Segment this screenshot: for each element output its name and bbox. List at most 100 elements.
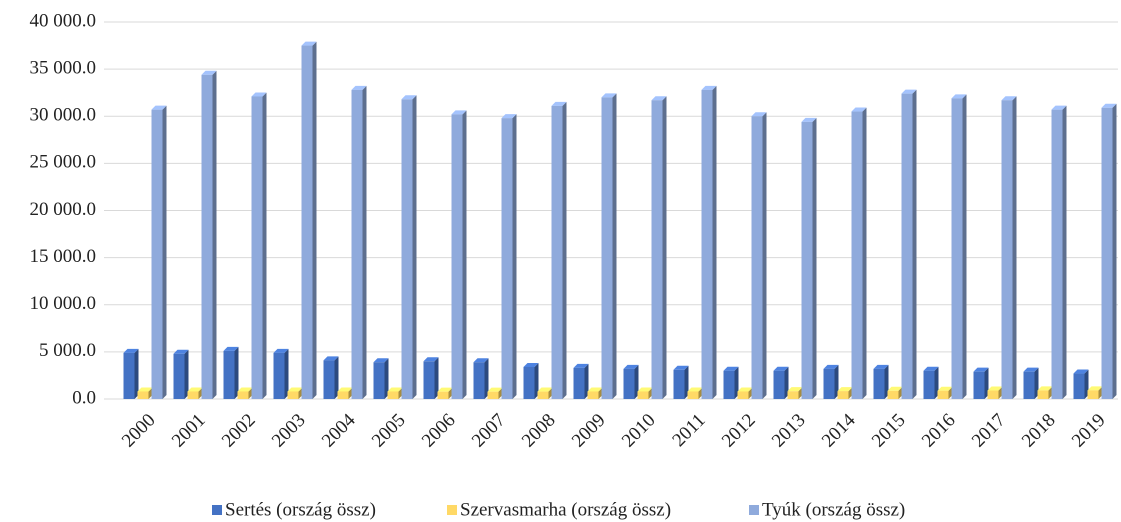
bar bbox=[223, 350, 235, 399]
bar bbox=[873, 368, 885, 399]
bar-top bbox=[187, 387, 203, 392]
bar-top bbox=[651, 96, 667, 101]
bar bbox=[901, 93, 913, 399]
bar-top bbox=[723, 366, 739, 371]
bar-side bbox=[1012, 96, 1017, 399]
bar bbox=[737, 391, 749, 399]
bar-top bbox=[523, 362, 539, 367]
bar bbox=[123, 352, 135, 399]
y-tick-label: 40 000.0 bbox=[30, 10, 97, 31]
bar-top bbox=[423, 357, 439, 362]
x-tick-label: 2000 bbox=[118, 410, 160, 452]
bar bbox=[423, 361, 435, 399]
bar bbox=[601, 97, 613, 400]
bar-top bbox=[987, 386, 1003, 391]
bar-top bbox=[137, 387, 153, 392]
bar-top bbox=[251, 92, 267, 97]
bar bbox=[637, 391, 649, 399]
bar-top bbox=[373, 358, 389, 363]
bar bbox=[887, 390, 899, 399]
bar-top bbox=[287, 387, 303, 392]
bar bbox=[823, 368, 835, 399]
legend: Sertés (ország össz) Szervasmarha (ország… bbox=[212, 499, 905, 520]
bar-top bbox=[601, 93, 617, 98]
bar-top bbox=[387, 387, 403, 392]
bar bbox=[373, 362, 385, 399]
bar-top bbox=[351, 85, 367, 90]
bar-top bbox=[201, 70, 217, 75]
bar-top bbox=[151, 105, 167, 110]
bar-side bbox=[234, 346, 239, 399]
bar bbox=[401, 99, 413, 399]
bar-top bbox=[1087, 386, 1103, 391]
bar-top bbox=[837, 387, 853, 392]
bar bbox=[151, 109, 163, 399]
bar-top bbox=[223, 346, 239, 351]
bar bbox=[837, 391, 849, 399]
bar-top bbox=[337, 387, 353, 392]
bar bbox=[523, 366, 535, 399]
bar bbox=[351, 89, 363, 400]
bar-side bbox=[634, 364, 639, 399]
bar-side bbox=[284, 348, 289, 399]
bar-side bbox=[912, 89, 917, 399]
bar bbox=[451, 114, 463, 400]
bar bbox=[437, 391, 449, 399]
bar-side bbox=[262, 92, 267, 400]
bar-top bbox=[687, 387, 703, 392]
bar-top bbox=[1023, 367, 1039, 372]
bar-top bbox=[1101, 103, 1117, 108]
legend-label: Sertés (ország össz) bbox=[225, 499, 376, 520]
bar-top bbox=[937, 386, 953, 391]
bar-top bbox=[801, 117, 817, 122]
bar bbox=[473, 362, 485, 399]
legend-swatch bbox=[212, 505, 222, 515]
bar bbox=[187, 391, 199, 399]
bar-top bbox=[637, 387, 653, 392]
bar-top bbox=[887, 386, 903, 391]
bar bbox=[701, 89, 713, 400]
bar-side bbox=[612, 93, 617, 400]
bar bbox=[673, 369, 685, 399]
bar bbox=[287, 391, 299, 399]
x-tick-label: 2007 bbox=[468, 410, 510, 452]
bar-side bbox=[684, 365, 689, 399]
x-tick-label: 2011 bbox=[668, 410, 709, 451]
bar-top bbox=[173, 349, 189, 354]
bar-top bbox=[587, 387, 603, 392]
x-tick-label: 2002 bbox=[218, 410, 260, 452]
bar-top bbox=[901, 89, 917, 94]
bar-side bbox=[184, 349, 189, 399]
bar bbox=[173, 353, 185, 399]
x-tick-label: 2014 bbox=[818, 409, 860, 451]
bar-top bbox=[487, 387, 503, 392]
bar-side bbox=[862, 107, 867, 399]
bar bbox=[623, 368, 635, 399]
bar-side bbox=[534, 362, 539, 399]
bar bbox=[1073, 373, 1085, 399]
bar-top bbox=[551, 101, 567, 106]
bar-side bbox=[562, 101, 567, 399]
x-tick-label: 2010 bbox=[618, 410, 660, 452]
bar bbox=[501, 118, 513, 399]
y-tick-label: 30 000.0 bbox=[30, 105, 97, 126]
bar-side bbox=[334, 356, 339, 399]
x-tick-label: 2018 bbox=[1018, 410, 1060, 452]
bar-side bbox=[812, 117, 817, 399]
bar bbox=[537, 391, 549, 399]
bar-side bbox=[1062, 105, 1067, 399]
y-tick-label: 20 000.0 bbox=[30, 199, 97, 220]
bar bbox=[787, 391, 799, 399]
x-tick-label: 2004 bbox=[318, 409, 360, 451]
x-tick-label: 2016 bbox=[918, 410, 960, 452]
bar-side bbox=[362, 85, 367, 400]
bar-top bbox=[673, 365, 689, 370]
bar-side bbox=[712, 85, 717, 400]
bar bbox=[723, 370, 735, 399]
bar-top bbox=[951, 94, 967, 99]
bar-side bbox=[162, 105, 167, 399]
bar bbox=[551, 105, 563, 399]
bar-top bbox=[323, 356, 339, 361]
y-tick-label: 25 000.0 bbox=[30, 152, 97, 173]
bar bbox=[237, 391, 249, 399]
